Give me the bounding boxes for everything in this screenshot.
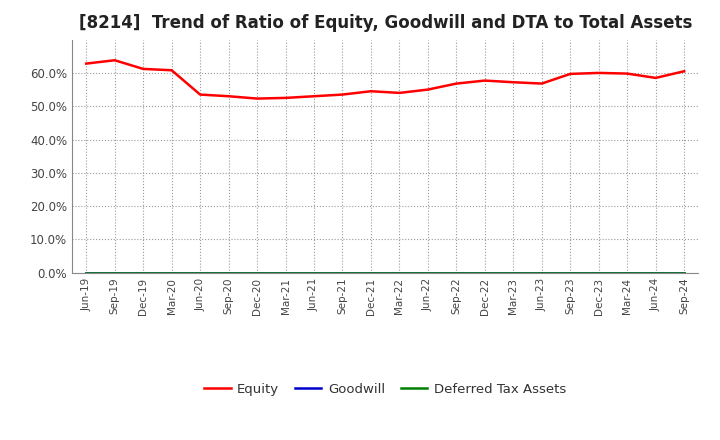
Goodwill <box>282 270 290 275</box>
Goodwill <box>139 270 148 275</box>
Equity <box>139 66 148 72</box>
Goodwill <box>310 270 318 275</box>
Goodwill <box>167 270 176 275</box>
Deferred Tax Assets <box>110 270 119 275</box>
Goodwill <box>680 270 688 275</box>
Equity <box>595 70 603 76</box>
Goodwill <box>423 270 432 275</box>
Goodwill <box>196 270 204 275</box>
Deferred Tax Assets <box>680 270 688 275</box>
Deferred Tax Assets <box>480 270 489 275</box>
Deferred Tax Assets <box>595 270 603 275</box>
Deferred Tax Assets <box>282 270 290 275</box>
Equity <box>167 68 176 73</box>
Deferred Tax Assets <box>366 270 375 275</box>
Deferred Tax Assets <box>623 270 631 275</box>
Equity <box>110 58 119 63</box>
Equity <box>480 78 489 83</box>
Goodwill <box>623 270 631 275</box>
Goodwill <box>509 270 518 275</box>
Goodwill <box>537 270 546 275</box>
Goodwill <box>452 270 461 275</box>
Deferred Tax Assets <box>82 270 91 275</box>
Title: [8214]  Trend of Ratio of Equity, Goodwill and DTA to Total Assets: [8214] Trend of Ratio of Equity, Goodwil… <box>78 15 692 33</box>
Equity <box>423 87 432 92</box>
Equity <box>680 69 688 74</box>
Equity <box>310 94 318 99</box>
Equity <box>623 71 631 76</box>
Equity <box>253 96 261 101</box>
Deferred Tax Assets <box>225 270 233 275</box>
Equity <box>338 92 347 97</box>
Equity <box>196 92 204 97</box>
Goodwill <box>652 270 660 275</box>
Deferred Tax Assets <box>509 270 518 275</box>
Deferred Tax Assets <box>139 270 148 275</box>
Goodwill <box>566 270 575 275</box>
Deferred Tax Assets <box>310 270 318 275</box>
Goodwill <box>338 270 347 275</box>
Deferred Tax Assets <box>196 270 204 275</box>
Deferred Tax Assets <box>566 270 575 275</box>
Line: Equity: Equity <box>86 60 684 99</box>
Equity <box>652 75 660 81</box>
Equity <box>395 90 404 95</box>
Equity <box>282 95 290 100</box>
Equity <box>225 94 233 99</box>
Goodwill <box>480 270 489 275</box>
Equity <box>82 61 91 66</box>
Goodwill <box>595 270 603 275</box>
Equity <box>537 81 546 86</box>
Deferred Tax Assets <box>253 270 261 275</box>
Goodwill <box>366 270 375 275</box>
Equity <box>452 81 461 86</box>
Equity <box>566 71 575 77</box>
Equity <box>366 88 375 94</box>
Deferred Tax Assets <box>537 270 546 275</box>
Deferred Tax Assets <box>395 270 404 275</box>
Equity <box>509 80 518 85</box>
Goodwill <box>82 270 91 275</box>
Deferred Tax Assets <box>338 270 347 275</box>
Goodwill <box>253 270 261 275</box>
Deferred Tax Assets <box>652 270 660 275</box>
Deferred Tax Assets <box>167 270 176 275</box>
Legend: Equity, Goodwill, Deferred Tax Assets: Equity, Goodwill, Deferred Tax Assets <box>199 378 572 401</box>
Goodwill <box>225 270 233 275</box>
Deferred Tax Assets <box>452 270 461 275</box>
Deferred Tax Assets <box>423 270 432 275</box>
Goodwill <box>110 270 119 275</box>
Goodwill <box>395 270 404 275</box>
